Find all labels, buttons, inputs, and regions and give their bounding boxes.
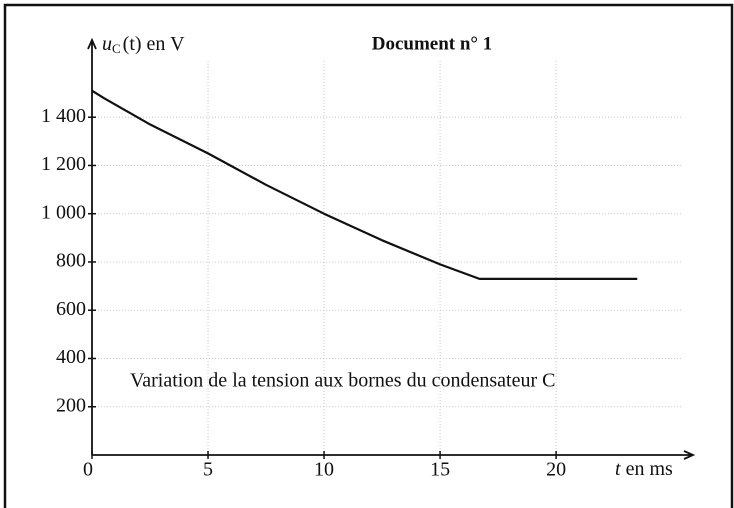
data-line: [91, 89, 638, 280]
y-tick-label: 600: [56, 298, 86, 320]
y-tick-label: 1 200: [41, 153, 86, 175]
y-tick-label: 400: [56, 346, 86, 368]
y-tick-label: 1 000: [41, 201, 86, 223]
x-tick-label: 20: [546, 459, 566, 481]
x-axis-label: t en ms: [615, 458, 673, 480]
annotation: Variation de la tension aux bornes du co…: [130, 370, 555, 392]
y-tick-label: 1 400: [41, 105, 86, 127]
chart-title: Document n° 1: [372, 33, 493, 54]
y-subscript: C: [112, 41, 121, 56]
y-axis: [87, 37, 97, 455]
x-axis: [92, 450, 696, 460]
y-text: (t) en V: [123, 33, 185, 55]
x-tick-label: 5: [203, 459, 213, 481]
x-text: en ms: [626, 458, 673, 480]
frame: [3, 3, 734, 508]
x-symbol: t: [615, 458, 621, 480]
y-axis-label: uC (t) en V: [102, 33, 185, 56]
y-tick-label: 200: [56, 394, 86, 416]
x-tick-label: 0: [83, 459, 93, 481]
y-tick-label: 800: [56, 250, 86, 272]
x-tick-label: 15: [430, 459, 450, 481]
x-tick-label: 10: [314, 459, 334, 481]
y-symbol: u: [102, 33, 112, 55]
plot: 200 400 600 800 1 000 1 200 1 400 0 5 10 15 20: [41, 37, 696, 481]
